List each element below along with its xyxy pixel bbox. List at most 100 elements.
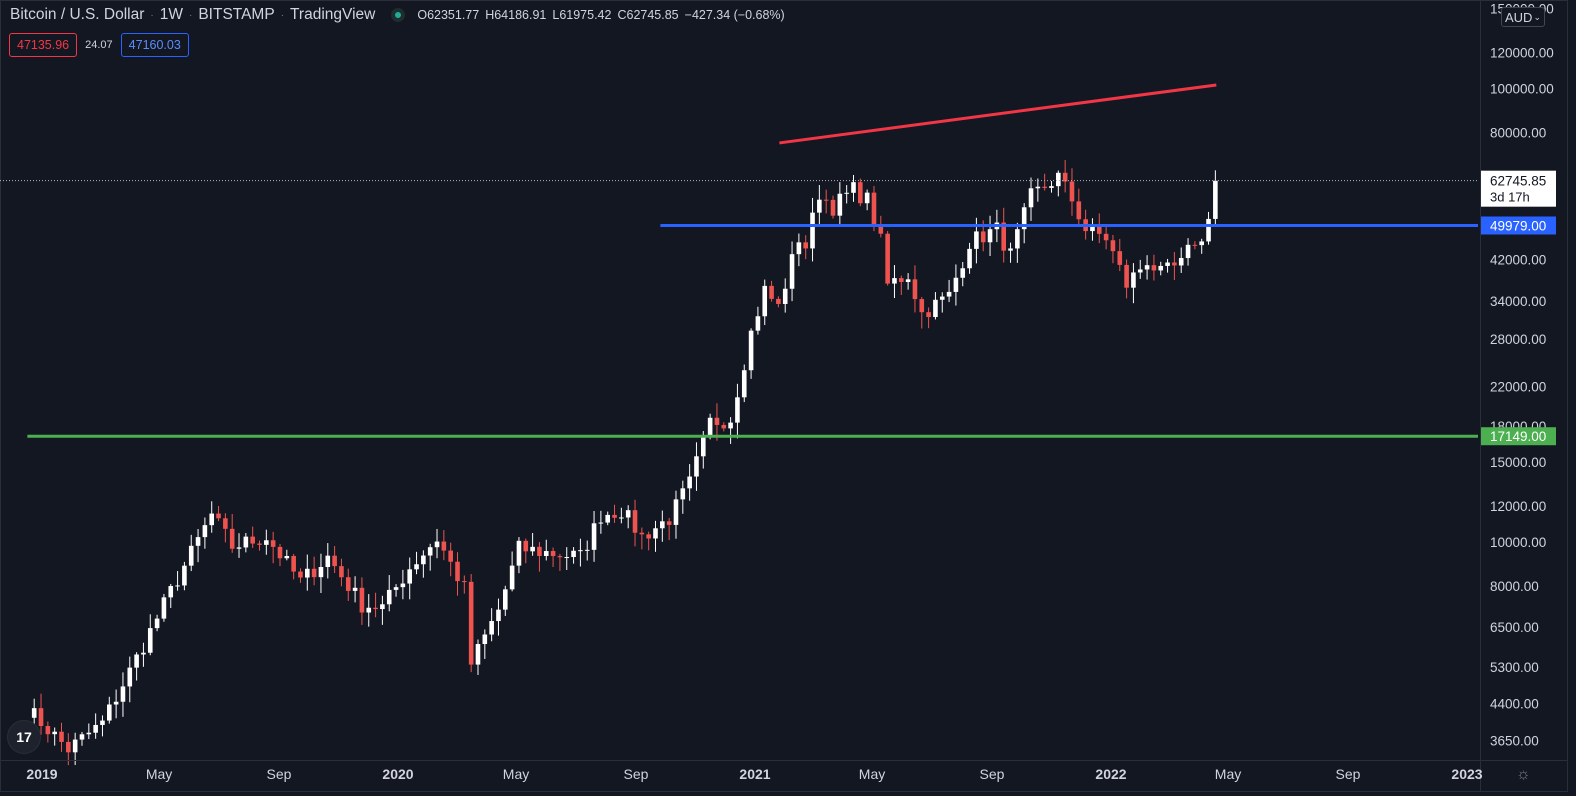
- candle-up: [741, 370, 747, 398]
- candle-up: [386, 589, 392, 605]
- time-axis-label: May: [503, 766, 529, 782]
- candle-down: [1069, 181, 1075, 202]
- interval-label[interactable]: 1W: [159, 6, 183, 23]
- candle-up: [728, 422, 733, 429]
- candle-up: [482, 634, 488, 645]
- candle-down: [45, 726, 51, 735]
- candle-down: [1172, 262, 1177, 266]
- tradingview-logo-icon[interactable]: 17: [7, 720, 41, 754]
- candle-up: [762, 285, 768, 317]
- candle-down: [257, 543, 262, 545]
- candle-up: [619, 517, 624, 519]
- candle-down: [298, 571, 303, 578]
- ohlc-values: O62351.77 H64186.91 L61975.42 C62745.85 …: [417, 8, 784, 22]
- candle-up: [707, 417, 713, 436]
- candle-up: [1185, 244, 1191, 259]
- candle-up: [161, 597, 167, 619]
- candle-down: [270, 540, 276, 547]
- price-axis-label: 6500.00: [1490, 620, 1539, 635]
- candle-up: [318, 567, 324, 578]
- price-axis-label: 22000.00: [1490, 380, 1546, 395]
- candle-up: [584, 549, 590, 551]
- candle-up: [960, 268, 966, 278]
- candle-up: [475, 644, 481, 665]
- candle-down: [1001, 222, 1007, 251]
- candle-up: [113, 701, 119, 705]
- candle-up: [851, 182, 856, 193]
- separator-dot: ·: [188, 9, 193, 21]
- source-label: TradingView: [290, 6, 376, 23]
- candle-down: [311, 568, 317, 578]
- candle-down: [441, 541, 447, 551]
- candle-up: [120, 686, 126, 702]
- candle-up: [188, 545, 194, 566]
- candle-down: [714, 417, 720, 425]
- candle-up: [755, 316, 761, 331]
- close-key: C: [617, 8, 627, 22]
- low-value: 61975.42: [559, 8, 612, 22]
- candle-up: [946, 291, 952, 297]
- separator-dot: ·: [280, 9, 285, 21]
- candle-up: [789, 254, 795, 289]
- time-axis-label: 2020: [382, 766, 413, 782]
- candle-up: [1206, 218, 1211, 242]
- market-status-icon[interactable]: [391, 8, 406, 22]
- sell-button[interactable]: 47135.96: [9, 33, 78, 57]
- candle-up: [694, 456, 699, 477]
- candle-up: [516, 540, 522, 566]
- price-axis-label: 42000.00: [1490, 252, 1546, 267]
- candle-up: [748, 330, 754, 371]
- candle-down: [926, 312, 931, 318]
- open-key: O: [417, 8, 428, 22]
- symbol-name[interactable]: Bitcoin / U.S. Dollar: [10, 6, 145, 23]
- candle-up: [571, 550, 576, 558]
- candle-up: [236, 547, 242, 549]
- candle-up: [100, 720, 105, 725]
- candle-up: [52, 731, 57, 735]
- candle-up: [1158, 265, 1164, 271]
- candle-up: [782, 288, 788, 304]
- candle-down: [885, 233, 890, 284]
- candle-up: [284, 555, 290, 559]
- time-axis-label: Sep: [1336, 766, 1361, 782]
- candle-down: [250, 536, 255, 544]
- candle-down: [1192, 244, 1198, 246]
- price-axis-label: 12000.00: [1490, 499, 1546, 514]
- candle-up: [1131, 272, 1136, 288]
- currency-selector[interactable]: AUD ⌄: [1501, 7, 1545, 27]
- price-axis-label: 10000.00: [1490, 535, 1546, 550]
- price-axis-label: 8000.00: [1490, 579, 1539, 594]
- candle-up: [817, 199, 822, 213]
- candle-up: [1021, 207, 1027, 230]
- candle-up: [653, 528, 658, 539]
- candle-down: [455, 561, 460, 582]
- candle-up: [892, 278, 897, 284]
- candle-up: [72, 739, 78, 753]
- price-axis-label: 15000.00: [1490, 455, 1546, 470]
- candle-down: [612, 514, 617, 518]
- settings-gear-icon[interactable]: ☼: [1516, 766, 1531, 783]
- candle-down: [332, 555, 337, 567]
- candle-down: [462, 581, 467, 583]
- candle-down: [769, 285, 774, 299]
- candle-down: [898, 278, 904, 283]
- candle-up: [502, 589, 508, 610]
- candle-up: [564, 557, 570, 559]
- price-axis-label: 80000.00: [1490, 125, 1546, 140]
- candle-up: [700, 435, 706, 457]
- time-axis-label: 2019: [26, 766, 57, 782]
- candle-up: [591, 523, 597, 550]
- candle-down: [448, 550, 453, 562]
- candle-up: [673, 499, 679, 525]
- trendline-resistance[interactable]: [779, 83, 1217, 145]
- candle-up: [243, 536, 249, 548]
- candle-up: [987, 229, 993, 243]
- candle-up: [154, 618, 160, 629]
- candle-down: [830, 199, 836, 216]
- candle-up: [264, 540, 269, 545]
- buy-button[interactable]: 47160.03: [120, 33, 189, 57]
- candle-down: [871, 192, 877, 227]
- candle-down: [1103, 233, 1109, 241]
- candle-up: [939, 296, 945, 300]
